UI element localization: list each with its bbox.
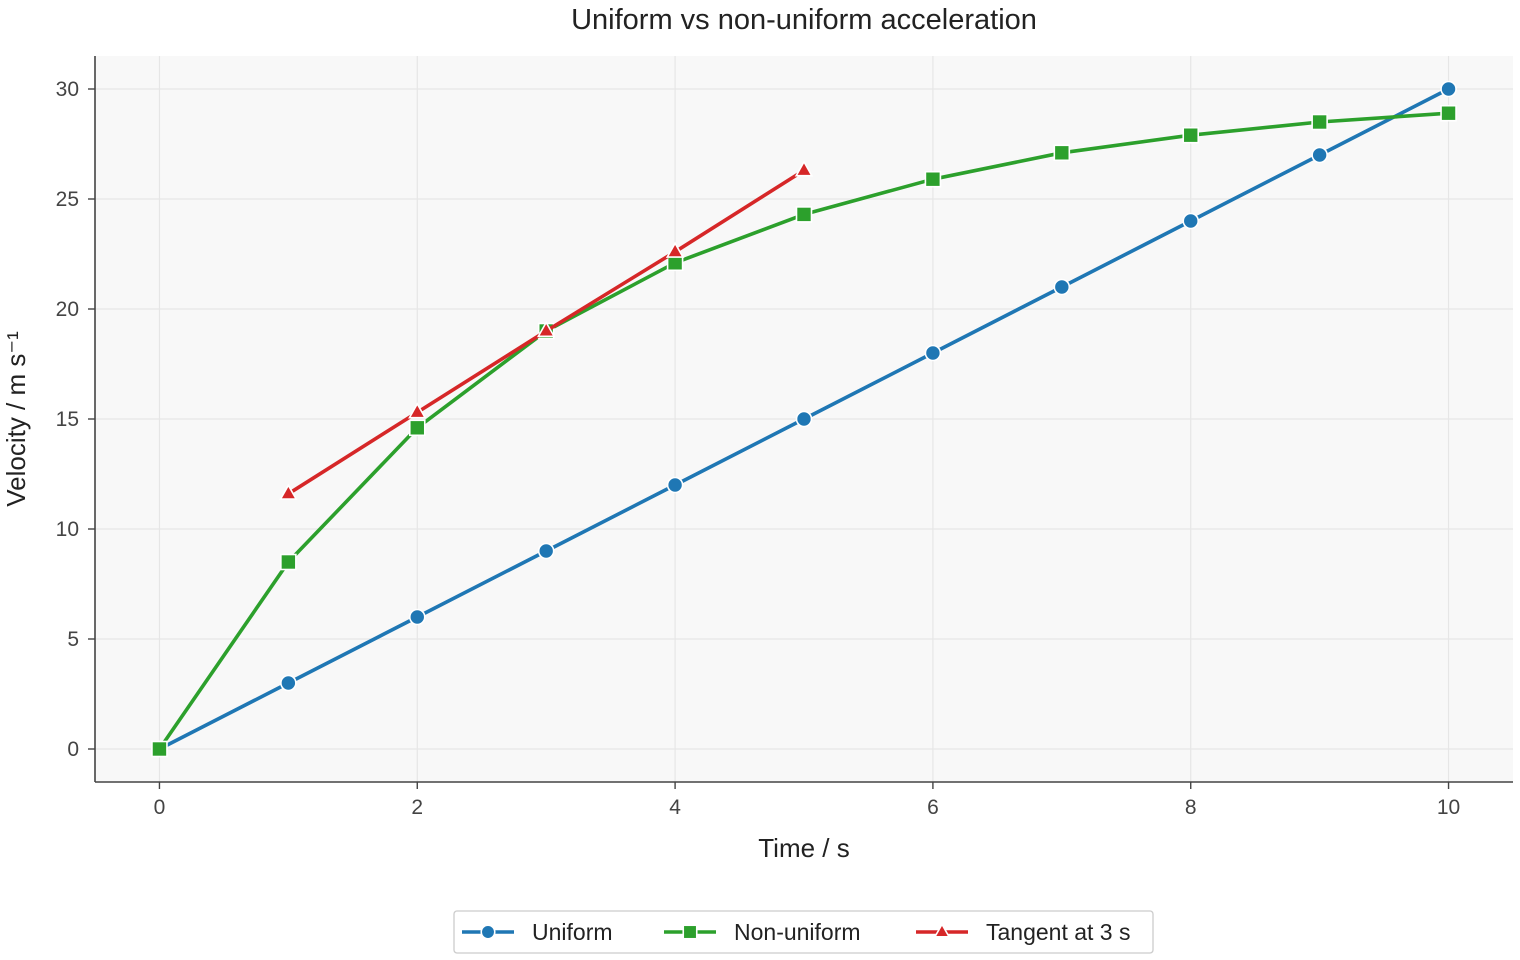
data-point-uniform-1 [280, 674, 297, 692]
data-point-tangent-at-3-s-4 [794, 160, 814, 177]
legend-label-non-uniform: Non-uniform [734, 919, 861, 945]
legend-swatch-marker-tangent-at-3-s [933, 922, 951, 938]
data-point-tangent-at-3-s-3 [665, 241, 685, 258]
x-tick-label-5: 10 [1437, 796, 1460, 819]
data-point-tangent-at-3-s-1 [408, 402, 427, 419]
legend-items: Uniform Non-uniform Tangent at 3 s [462, 919, 1131, 945]
data-point-non-uniform-1 [280, 553, 297, 571]
x-axis-title: Time / s [758, 833, 849, 863]
data-point-non-uniform-8 [1182, 126, 1200, 144]
data-point-non-uniform-0 [151, 740, 168, 758]
data-point-uniform-10 [1440, 80, 1457, 98]
ticks: 0 2 4 6 8 10 0 5 10 15 20 25 30 [56, 78, 1461, 819]
data-point-uniform-6 [924, 344, 942, 362]
x-tick-label-0: 0 [154, 796, 166, 819]
data-point-non-uniform-7 [1053, 144, 1071, 162]
data-point-uniform-7 [1053, 278, 1071, 296]
series-tangent-at-3-s [279, 160, 814, 500]
legend-box [453, 910, 1154, 954]
series-non-uniform [151, 104, 1457, 758]
legend-label-tangent-at-3-s: Tangent at 3 s [986, 919, 1131, 945]
data-point-uniform-4 [666, 476, 684, 494]
y-tick-label-2: 10 [56, 518, 79, 541]
legend: Uniform Non-uniform Tangent at 3 s [453, 910, 1154, 954]
data-point-uniform-5 [795, 410, 813, 428]
data-point-tangent-at-3-s-0 [279, 483, 298, 500]
series-layer [151, 80, 1457, 758]
legend-swatch-marker-uniform [480, 924, 496, 940]
data-point-non-uniform-2 [408, 419, 426, 437]
chart-title: Uniform vs non-uniform acceleration [571, 4, 1037, 36]
y-tick-label-3: 15 [56, 408, 79, 431]
y-tick-label-1: 5 [67, 628, 79, 651]
y-tick-label-0: 0 [67, 738, 79, 761]
legend-label-uniform: Uniform [532, 919, 613, 945]
legend-swatch-marker-non-uniform [682, 924, 698, 940]
data-point-uniform-2 [408, 608, 426, 626]
y-axis-title: Velocity / m s⁻¹ [1, 331, 31, 507]
data-point-uniform-3 [537, 542, 555, 560]
y-tick-label-5: 25 [56, 188, 79, 211]
y-tick-label-4: 20 [56, 298, 79, 321]
x-tick-label-2: 4 [669, 796, 681, 819]
x-tick-label-1: 2 [411, 796, 423, 819]
x-tick-label-4: 8 [1185, 796, 1197, 819]
x-tick-label-3: 6 [927, 796, 939, 819]
data-point-tangent-at-3-s-2 [536, 320, 556, 338]
data-point-uniform-8 [1182, 212, 1200, 230]
data-point-uniform-9 [1311, 146, 1328, 164]
y-tick-label-6: 30 [56, 78, 79, 101]
data-point-non-uniform-5 [795, 206, 813, 223]
data-point-non-uniform-6 [924, 170, 942, 188]
data-point-non-uniform-10 [1440, 104, 1457, 122]
data-point-non-uniform-9 [1311, 113, 1328, 131]
